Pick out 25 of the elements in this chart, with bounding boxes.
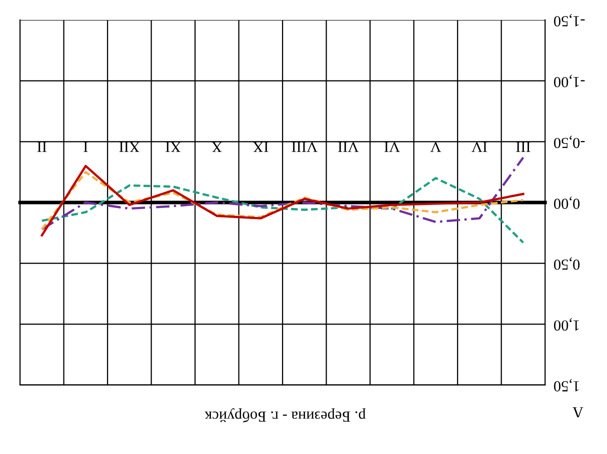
y-tick-label: 0,00 <box>554 196 580 209</box>
x-tick-label: XII <box>119 142 140 152</box>
x-tick-label: IX <box>252 142 268 152</box>
x-tick-label: VI <box>384 142 400 152</box>
x-tick-label: VII <box>338 142 359 152</box>
text: р. Березина - г. Бобруйск <box>204 408 366 423</box>
line-series <box>40 164 524 236</box>
x-tick-label: VIII <box>292 142 318 152</box>
y-tick-label: 1,00 <box>554 318 579 331</box>
y-tick-label: 0,50 <box>554 257 580 270</box>
x-tick-label: IV <box>472 142 487 152</box>
x-tick-label: III <box>516 142 530 152</box>
line-series <box>40 177 524 244</box>
y-tick-label: -0,50 <box>554 136 585 148</box>
x-tick-label: I <box>84 142 88 152</box>
line-series <box>40 170 524 230</box>
x-tick-label: II <box>37 142 46 152</box>
x-tick-label: XI <box>166 142 181 152</box>
y-tick-label: 1,50 <box>554 378 579 392</box>
y-tick-label: -1,00 <box>554 74 585 88</box>
text: Λ <box>572 407 584 418</box>
line-series <box>40 156 524 230</box>
x-tick-label: X <box>212 142 222 152</box>
y-tick-label: -1,50 <box>554 14 585 26</box>
x-tick-label: V <box>430 142 442 152</box>
